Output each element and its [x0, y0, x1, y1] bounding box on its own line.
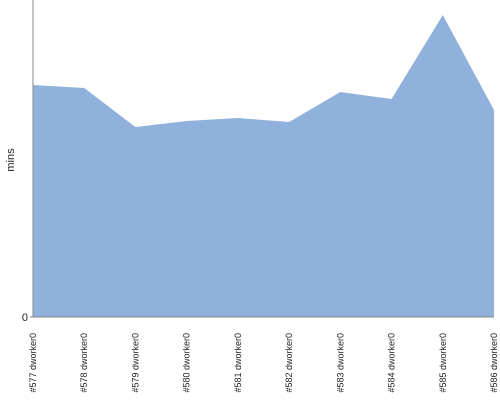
x-tick-label: #577 dworker0 — [28, 333, 38, 393]
x-tick-label: #583 dworker0 — [335, 333, 345, 393]
x-tick-label: #585 dworker0 — [438, 333, 448, 393]
x-tick-label: #578 dworker0 — [79, 333, 89, 393]
area — [33, 15, 494, 317]
x-tick-label: #579 dworker0 — [130, 333, 140, 393]
x-tick-label: #586 dworker0 — [489, 333, 499, 393]
x-tick-label: #580 dworker0 — [182, 333, 192, 393]
x-tick-label: #584 dworker0 — [387, 333, 397, 393]
y-tick-label: 0 — [22, 312, 28, 324]
x-tick-label: #582 dworker0 — [284, 333, 294, 393]
x-tick-label: #581 dworker0 — [233, 333, 243, 393]
y-axis-label: mins — [5, 148, 17, 172]
